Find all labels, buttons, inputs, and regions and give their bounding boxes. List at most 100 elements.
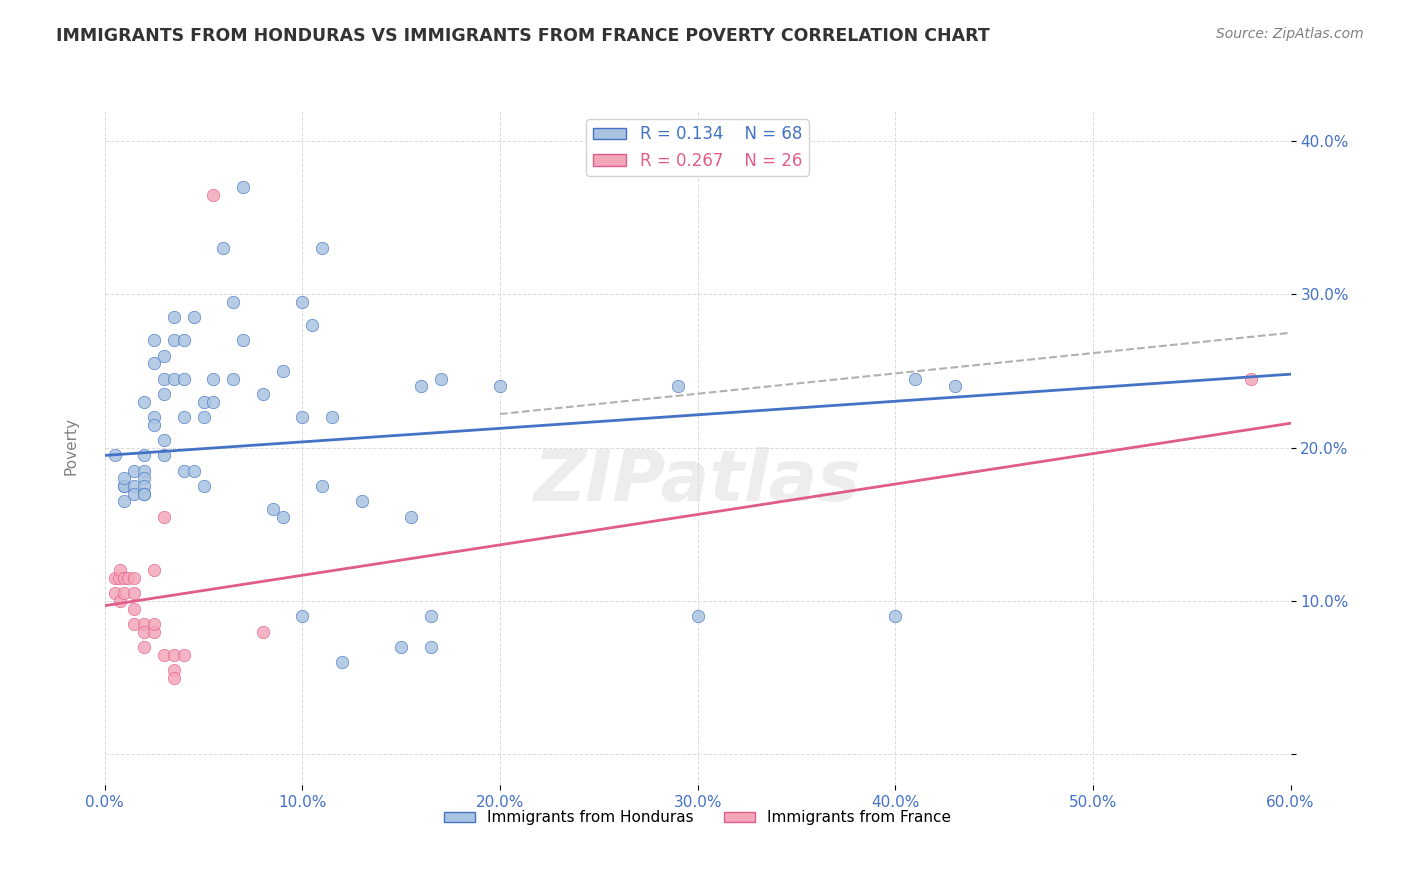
Point	[489, 379, 512, 393]
Point	[163, 310, 186, 325]
Point	[173, 648, 195, 662]
Point	[183, 464, 205, 478]
Point	[163, 663, 186, 677]
Point	[291, 295, 314, 310]
Text: Poverty: Poverty	[63, 417, 79, 475]
Point	[291, 410, 314, 425]
Point	[311, 242, 333, 256]
Point	[212, 242, 235, 256]
Point	[193, 410, 215, 425]
Point	[114, 479, 136, 493]
Point	[173, 334, 195, 348]
Point	[103, 449, 125, 463]
Point	[134, 464, 156, 478]
Point	[134, 471, 156, 485]
Point	[193, 394, 215, 409]
Point	[163, 671, 186, 685]
Point	[943, 379, 966, 393]
Point	[134, 640, 156, 654]
Point	[143, 356, 166, 370]
Point	[173, 464, 195, 478]
Point	[163, 334, 186, 348]
Point	[399, 509, 422, 524]
Point	[143, 334, 166, 348]
Point	[103, 586, 125, 600]
Point	[143, 617, 166, 632]
Point	[183, 310, 205, 325]
Point	[1240, 372, 1263, 386]
Point	[110, 594, 132, 608]
Point	[114, 471, 136, 485]
Point	[110, 563, 132, 577]
Point	[271, 509, 294, 524]
Point	[321, 410, 343, 425]
Point	[409, 379, 432, 393]
Point	[124, 479, 146, 493]
Point	[202, 187, 225, 202]
Point	[193, 479, 215, 493]
Point	[271, 364, 294, 378]
Point	[134, 479, 156, 493]
Point	[301, 318, 323, 332]
Point	[262, 502, 284, 516]
Point	[114, 479, 136, 493]
Point	[222, 372, 245, 386]
Point	[143, 563, 166, 577]
Point	[419, 640, 441, 654]
Text: IMMIGRANTS FROM HONDURAS VS IMMIGRANTS FROM FRANCE POVERTY CORRELATION CHART: IMMIGRANTS FROM HONDURAS VS IMMIGRANTS F…	[56, 27, 990, 45]
Point	[232, 180, 254, 194]
Point	[311, 479, 333, 493]
Point	[163, 648, 186, 662]
Point	[202, 372, 225, 386]
Point	[124, 571, 146, 585]
Point	[232, 334, 254, 348]
Point	[153, 648, 176, 662]
Text: Source: ZipAtlas.com: Source: ZipAtlas.com	[1216, 27, 1364, 41]
Point	[252, 624, 274, 639]
Point	[124, 487, 146, 501]
Point	[143, 410, 166, 425]
Point	[666, 379, 689, 393]
Point	[163, 372, 186, 386]
Legend: Immigrants from Honduras, Immigrants from France: Immigrants from Honduras, Immigrants fro…	[439, 805, 957, 831]
Point	[904, 372, 927, 386]
Point	[143, 624, 166, 639]
Point	[134, 617, 156, 632]
Point	[114, 586, 136, 600]
Point	[153, 372, 176, 386]
Point	[330, 656, 353, 670]
Point	[153, 433, 176, 447]
Point	[252, 387, 274, 401]
Point	[134, 487, 156, 501]
Point	[419, 609, 441, 624]
Point	[134, 449, 156, 463]
Point	[114, 571, 136, 585]
Point	[124, 617, 146, 632]
Point	[350, 494, 373, 508]
Point	[429, 372, 451, 386]
Point	[222, 295, 245, 310]
Point	[103, 571, 125, 585]
Point	[686, 609, 709, 624]
Point	[134, 624, 156, 639]
Point	[389, 640, 412, 654]
Point	[124, 586, 146, 600]
Point	[202, 394, 225, 409]
Point	[124, 601, 146, 615]
Point	[153, 509, 176, 524]
Point	[124, 464, 146, 478]
Point	[173, 410, 195, 425]
Point	[153, 387, 176, 401]
Point	[107, 571, 129, 585]
Point	[134, 394, 156, 409]
Point	[153, 449, 176, 463]
Point	[173, 372, 195, 386]
Point	[291, 609, 314, 624]
Point	[884, 609, 907, 624]
Point	[153, 349, 176, 363]
Point	[117, 571, 139, 585]
Point	[134, 487, 156, 501]
Point	[114, 494, 136, 508]
Text: ZIPatlas: ZIPatlas	[534, 447, 862, 516]
Point	[143, 417, 166, 432]
